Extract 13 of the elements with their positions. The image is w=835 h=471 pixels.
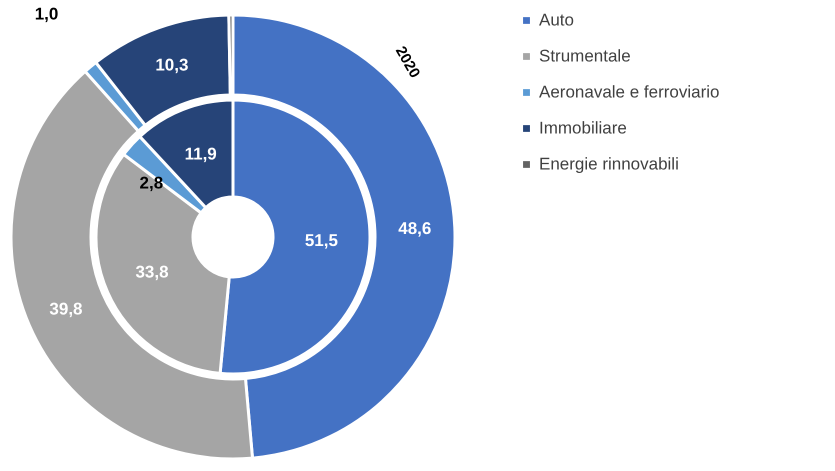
data-label: 1,0: [34, 4, 58, 24]
data-label: 33,8: [135, 262, 169, 282]
legend-label: Immobiliare: [539, 118, 627, 138]
legend-label: Aeronavale e ferroviario: [539, 82, 720, 102]
data-label: 10,3: [155, 56, 188, 75]
data-label: 11,9: [184, 144, 217, 164]
legend-label: Energie rinnovabili: [539, 154, 679, 174]
legend-label: Strumentale: [539, 46, 631, 66]
data-label: 39,8: [49, 299, 83, 318]
legend-label: Auto: [539, 10, 574, 30]
data-label: 2,8: [140, 174, 164, 193]
data-label: 48,6: [398, 219, 432, 238]
data-label: 51,5: [304, 231, 338, 250]
